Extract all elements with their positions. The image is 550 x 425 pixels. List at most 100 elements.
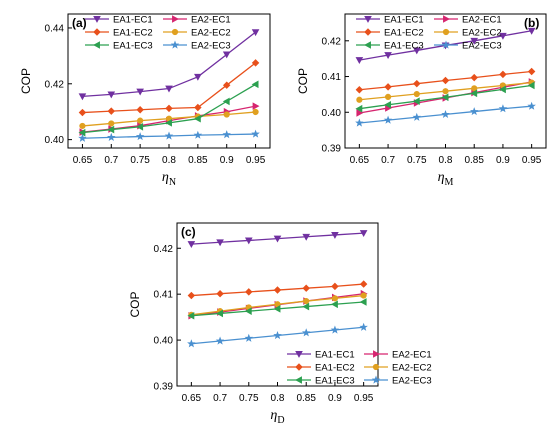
legend-marker [93,28,101,36]
legend-entry: EA1-EC2 [384,28,424,39]
legend-entry: EA2-EC1 [392,350,432,361]
data-point [499,70,507,79]
legend-entry: EA2-EC3 [191,41,231,52]
data-point [136,122,144,131]
data-point [107,125,115,134]
legend-marker [364,16,372,23]
data-point [107,132,116,142]
data-point [356,96,363,103]
legend-marker [364,41,371,49]
data-point [216,289,224,298]
legend-marker [371,375,381,384]
chart-panel-2: (b) 0.65 0.7 0.75 0.8 0.85 0.9 0.95 0.39 0.40 0.41… [296,13,547,188]
data-point [244,333,254,342]
data-point [273,235,282,243]
data-point [215,336,225,345]
legend-entry: EA1-EC3 [113,41,153,52]
data-point [193,114,201,123]
x-tick-label: 0.95 [354,393,374,404]
data-point [331,300,338,309]
y-tick-label: 0.41 [322,72,342,83]
data-point [244,237,253,245]
data-point [412,112,422,121]
data-point [470,37,479,45]
x-tick-label: 0.8 [439,155,453,166]
legend-marker [93,41,100,49]
data-point [164,131,174,140]
data-point [165,119,172,127]
data-point [165,104,173,113]
data-point [194,73,202,81]
data-point [135,132,145,141]
legend-marker [295,363,303,371]
y-tick-label: 0.39 [154,382,174,393]
data-point [302,233,311,241]
x-tick-label: 0.75 [239,393,259,404]
data-point [251,80,259,89]
legend-entry: EA2-EC2 [392,363,432,374]
data-point [301,328,311,337]
legend: EA1-EC1 EA2-EC1 EA1-EC2 EA2-EC2 EA1-EC3 EA2-E… [356,15,502,52]
data-point [330,325,340,334]
legend-entry: EA1-EC2 [315,363,355,374]
data-point [441,76,450,85]
data-point [251,29,260,37]
legend-marker [295,376,302,384]
data-point [222,97,230,106]
data-point [78,108,87,117]
data-point [470,73,478,82]
data-point [107,91,116,99]
data-point [499,85,506,94]
data-point [78,128,86,137]
data-point [165,85,173,93]
legend-marker [364,28,372,36]
data-point [303,297,310,305]
data-point [251,59,260,67]
x-tick-label: 0.95 [522,155,542,166]
legend-entry: EA2-EC3 [392,376,432,387]
data-point [222,130,231,139]
data-point [222,81,231,89]
x-tick-label: 0.85 [464,155,484,166]
legend-marker [443,15,450,23]
data-point [245,288,253,296]
data-point [193,130,203,139]
legend-marker [172,15,179,23]
data-point [194,103,202,112]
y-tick-label: 0.40 [45,135,65,146]
y-tick-label: 0.39 [322,144,342,155]
data-point [187,291,196,300]
legend-marker [171,28,179,36]
x-tick-label: 0.9 [328,393,342,404]
data-point [331,295,339,302]
data-point [355,86,364,94]
data-point [136,88,144,96]
data-point [187,339,196,348]
data-point [359,298,367,306]
data-point [441,109,450,119]
data-point [413,79,421,88]
legend-entry: EA1-EC2 [113,28,153,39]
y-tick-label: 0.44 [45,23,65,34]
data-point [359,230,368,238]
data-point [137,117,144,124]
data-point [273,286,282,294]
data-point [413,90,420,98]
data-point [527,67,536,76]
legend-entry: EA2-EC2 [462,28,502,39]
data-point [384,83,392,91]
legend-marker [93,16,101,23]
data-point [360,292,367,299]
data-point [469,107,479,116]
legend-marker [170,40,180,49]
data-point [471,85,478,92]
x-tick-label: 0.75 [130,155,150,166]
legend-entry: EA2-EC1 [462,15,502,26]
data-point [302,302,310,311]
legend-marker [441,40,451,49]
chart-panel-1: (a) 0.65 0.7 0.75 0.8 0.85 0.9 0.95 0.40 0.42 0.44… [19,13,271,188]
x-tick-label: 0.65 [182,393,202,404]
data-point [331,231,339,239]
data-point [222,51,231,59]
legend: EA1-EC1 EA2-EC1 EA1-EC2 EA2-EC2 EA1-EC3 EA2-E… [85,15,231,52]
